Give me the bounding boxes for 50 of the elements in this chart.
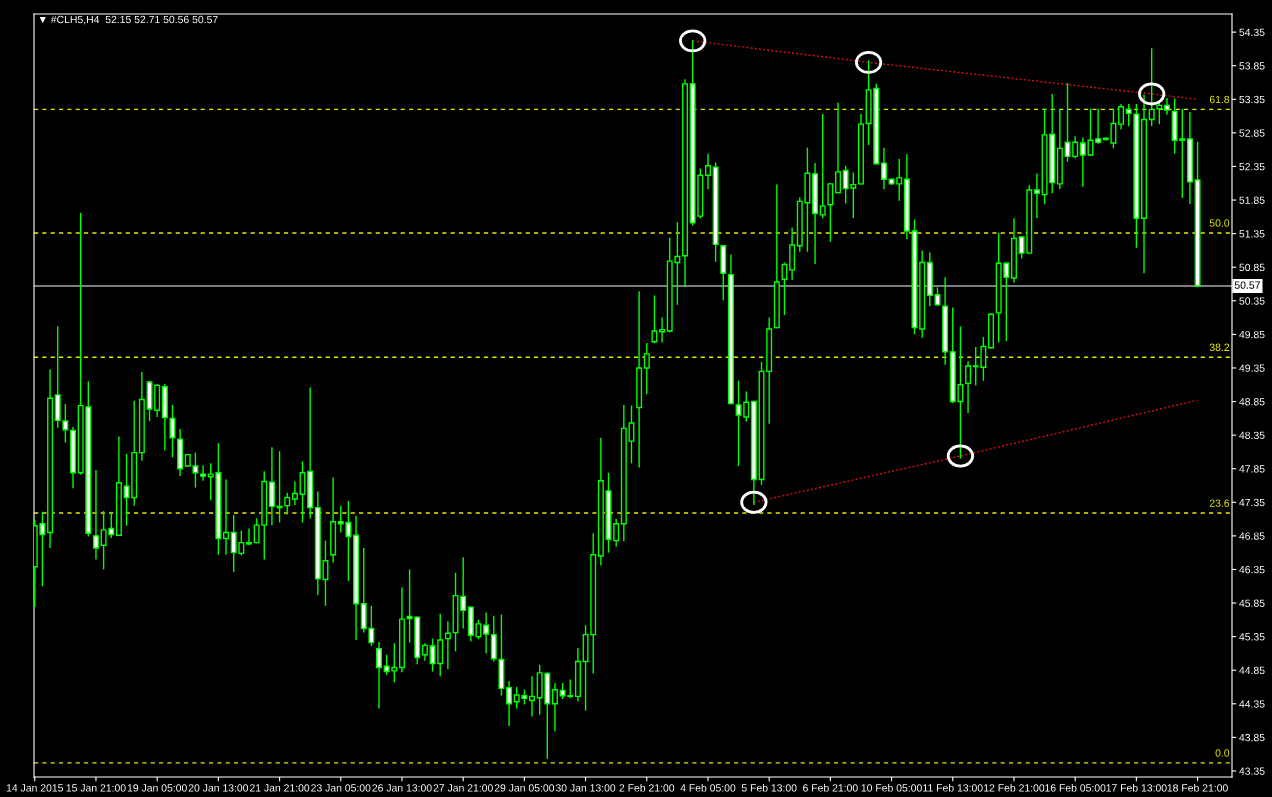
- x-tick-label: 14 Jan 2015: [6, 784, 63, 792]
- annotation: 50.0: [1209, 219, 1230, 227]
- y-tick-label: 49.85: [1239, 330, 1265, 339]
- x-tick-label: 30 Jan 13:00: [555, 784, 616, 792]
- y-tick-label: 48.35: [1239, 431, 1265, 439]
- y-tick-label: 52.35: [1239, 162, 1265, 171]
- y-tick-label: 43.35: [1239, 767, 1265, 775]
- y-tick-label: 43.85: [1239, 733, 1265, 742]
- x-tick-label: 2 Feb 21:00: [619, 783, 675, 792]
- x-tick-label: 20 Jan 13:00: [188, 784, 249, 792]
- x-tick-label: 26 Jan 13:00: [372, 784, 432, 792]
- x-tick-label: 17 Feb 13:00: [1106, 783, 1167, 792]
- y-tick-label: 48.85: [1239, 398, 1265, 406]
- x-tick-label: 19 Jan 05:00: [127, 784, 187, 792]
- annotation: 23.6: [1209, 499, 1230, 507]
- x-tick-label: 11 Feb 13:00: [923, 783, 983, 792]
- y-tick-label: 46.85: [1239, 532, 1265, 540]
- y-tick-label: 52.85: [1239, 129, 1265, 137]
- x-tick-label: 10 Feb 05:00: [861, 783, 922, 792]
- y-tick-label: 44.35: [1239, 700, 1265, 708]
- x-tick-label: 27 Jan 21:00: [433, 784, 493, 792]
- x-tick-label: 12 Feb 21:00: [984, 783, 1045, 792]
- x-tick-label: 23 Jan 05:00: [311, 784, 371, 792]
- x-tick-label: 16 Feb 05:00: [1045, 783, 1106, 792]
- y-tick-label: 54.35: [1239, 28, 1265, 37]
- y-tick-label: 44.85: [1239, 666, 1265, 675]
- y-tick-label: 45.35: [1239, 633, 1265, 641]
- x-tick-label: 18 Feb 21:00: [1167, 783, 1228, 792]
- y-tick-label: 50.85: [1239, 263, 1265, 272]
- y-tick-label: 45.85: [1239, 599, 1265, 607]
- ref-line-label: 50.57: [1234, 281, 1260, 289]
- y-tick-label: 53.35: [1239, 95, 1265, 104]
- y-tick-label: 51.35: [1239, 230, 1265, 238]
- y-tick-label: 53.85: [1239, 62, 1265, 70]
- annotation: 0.0: [1215, 749, 1230, 757]
- annotation: 61.8: [1209, 95, 1230, 104]
- y-tick-label: 50.35: [1239, 297, 1265, 305]
- x-tick-label: 15 Jan 21:00: [66, 784, 126, 792]
- y-tick-label: 47.85: [1239, 465, 1265, 473]
- x-tick-label: 6 Feb 21:00: [803, 783, 858, 792]
- y-tick-label: 46.35: [1239, 565, 1265, 574]
- x-tick-label: 5 Feb 13:00: [741, 783, 797, 792]
- chart-title: ▼ #CLH5,H4 52.15 52.71 50.56 50.57: [39, 15, 218, 25]
- x-tick-label: 29 Jan 05:00: [494, 784, 555, 792]
- x-tick-label: 4 Feb 05:00: [680, 783, 736, 792]
- y-tick-label: 49.35: [1239, 364, 1265, 372]
- annotation: 38.2: [1209, 343, 1230, 351]
- y-tick-label: 51.85: [1239, 196, 1265, 204]
- x-tick-label: 21 Jan 21:00: [249, 784, 310, 792]
- y-tick-label: 47.35: [1239, 498, 1265, 507]
